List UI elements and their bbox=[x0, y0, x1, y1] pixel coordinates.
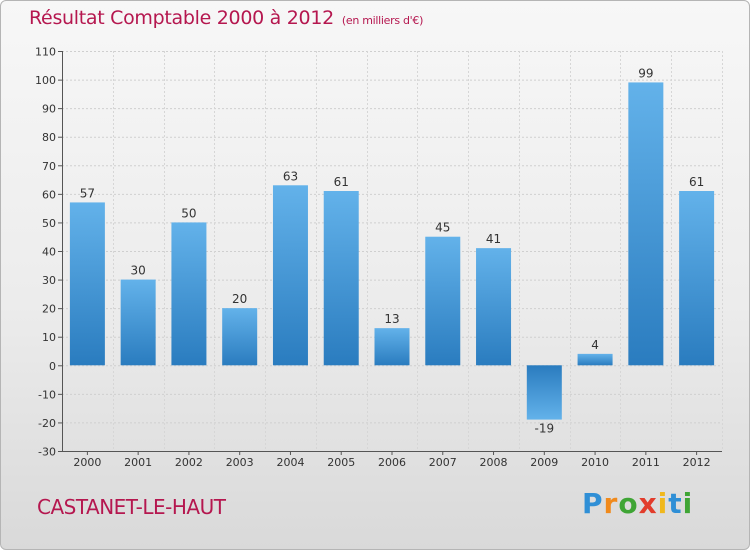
data-label: 63 bbox=[283, 169, 298, 183]
bar bbox=[577, 353, 613, 366]
y-tick-label: -20 bbox=[38, 417, 56, 430]
chart-title-text: Résultat Comptable 2000 à 2012 bbox=[29, 7, 334, 29]
x-tick-label: 2006 bbox=[378, 456, 406, 469]
y-tick-label: 10 bbox=[42, 331, 56, 344]
bar bbox=[171, 222, 207, 366]
bars bbox=[69, 82, 715, 420]
bar bbox=[425, 236, 461, 366]
y-tick-label: 80 bbox=[42, 131, 56, 144]
x-tick-label: 2008 bbox=[480, 456, 508, 469]
proxiti-logo[interactable]: Proxiti bbox=[582, 487, 693, 520]
y-tick-label: -10 bbox=[38, 388, 56, 401]
labels: 57 2000 30 2001 50 2002 20 2003 63 2004 61 2005 13 20… bbox=[73, 66, 710, 469]
logo-letter: i bbox=[657, 487, 669, 520]
data-label: 99 bbox=[638, 66, 653, 80]
bar bbox=[374, 328, 410, 366]
logo-letter: P bbox=[582, 487, 604, 520]
data-label: -19 bbox=[535, 422, 555, 436]
y-tick-label: 20 bbox=[42, 303, 56, 316]
y-tick-label: 40 bbox=[42, 246, 56, 259]
y-tick-label: 100 bbox=[35, 74, 56, 87]
data-label: 13 bbox=[384, 312, 399, 326]
x-tick-label: 2007 bbox=[429, 456, 457, 469]
x-tick-label: 2004 bbox=[276, 456, 304, 469]
data-label: 61 bbox=[689, 175, 704, 189]
bar bbox=[222, 308, 258, 366]
bar bbox=[120, 279, 156, 366]
logo-letter: t bbox=[668, 487, 683, 520]
chart-title: Résultat Comptable 2000 à 2012 (en millie… bbox=[29, 7, 423, 29]
bar bbox=[476, 248, 512, 366]
logo-letter: r bbox=[603, 487, 619, 520]
x-tick-label: 2002 bbox=[175, 456, 203, 469]
x-tick-label: 2011 bbox=[632, 456, 660, 469]
data-label: 20 bbox=[232, 292, 247, 306]
data-label: 50 bbox=[181, 206, 196, 220]
y-tick-label: 70 bbox=[42, 160, 56, 173]
data-label: 61 bbox=[334, 175, 349, 189]
y-tick-label: 60 bbox=[42, 188, 56, 201]
bar bbox=[679, 191, 715, 366]
data-label: 41 bbox=[486, 232, 501, 246]
chart-subtitle: (en milliers d'€) bbox=[341, 14, 424, 27]
data-label: 45 bbox=[435, 221, 450, 235]
logo-letter: o bbox=[618, 487, 639, 520]
x-tick-label: 2010 bbox=[581, 456, 609, 469]
bar bbox=[69, 202, 105, 366]
bar bbox=[628, 82, 664, 366]
x-tick-label: 2000 bbox=[73, 456, 101, 469]
bar bbox=[272, 185, 308, 366]
logo-letter: i bbox=[682, 487, 694, 520]
bar bbox=[323, 191, 359, 366]
grid-lines bbox=[62, 51, 723, 452]
data-label: 30 bbox=[131, 264, 146, 278]
x-tick-label: 2003 bbox=[226, 456, 254, 469]
x-tick-label: 2005 bbox=[327, 456, 355, 469]
y-tick-label: 30 bbox=[42, 274, 56, 287]
bar bbox=[526, 365, 562, 420]
logo-letter: x bbox=[638, 487, 658, 520]
y-tick-label: 110 bbox=[35, 46, 56, 59]
city-name: CASTANET-LE-HAUT bbox=[37, 495, 226, 519]
y-tick-label: 90 bbox=[42, 103, 56, 116]
y-tick-label: -30 bbox=[38, 446, 56, 459]
data-label: 57 bbox=[80, 186, 95, 200]
data-label: 4 bbox=[591, 338, 599, 352]
x-tick-label: 2009 bbox=[530, 456, 558, 469]
x-tick-label: 2012 bbox=[683, 456, 711, 469]
y-tick-label: 0 bbox=[49, 360, 56, 373]
x-tick-label: 2001 bbox=[124, 456, 152, 469]
y-tick-label: 50 bbox=[42, 217, 56, 230]
